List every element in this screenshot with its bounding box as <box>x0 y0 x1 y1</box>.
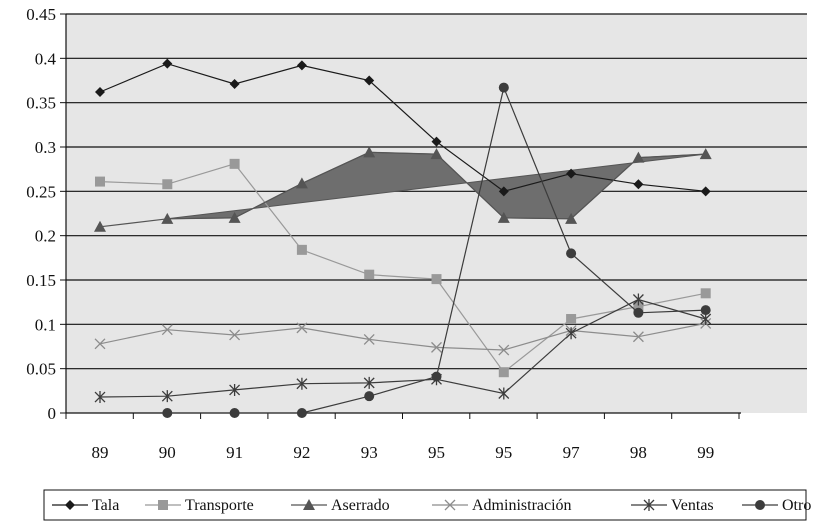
data-point-transporte <box>566 314 577 325</box>
series-line-tala <box>99 63 706 192</box>
x-tick-label: 93 <box>361 443 378 462</box>
data-point-ventas <box>632 293 644 306</box>
data-point-tala <box>431 136 442 147</box>
plot-area <box>66 14 807 413</box>
data-point-aserrado <box>565 212 578 224</box>
data-point-otro <box>700 305 711 316</box>
x-tick-label: 99 <box>697 443 714 462</box>
data-point-aserrado <box>363 146 376 158</box>
data-point-aserrado <box>632 151 645 163</box>
series-line-administracin <box>99 322 706 351</box>
data-point-transporte <box>95 176 105 187</box>
legend-label-aserrado: Aserrado <box>331 497 390 514</box>
legend-marker-transporte <box>158 500 168 510</box>
data-point-transporte <box>229 158 240 169</box>
data-point-tala <box>296 60 307 71</box>
data-point-ventas <box>363 376 375 389</box>
x-tick-label: 97 <box>563 443 581 462</box>
x-tick-label: 89 <box>92 443 109 462</box>
data-point-tala <box>364 75 375 86</box>
legend-label-transporte: Transporte <box>185 497 254 514</box>
data-point-tala <box>700 186 711 197</box>
data-point-transporte <box>498 367 509 378</box>
data-point-transporte <box>296 244 307 255</box>
data-point-transporte <box>700 288 711 299</box>
data-point-ventas <box>296 377 308 390</box>
data-point-aserrado <box>699 148 712 160</box>
y-tick-label: 0.25 <box>26 182 56 201</box>
y-tick-label: 0.3 <box>35 138 56 157</box>
data-point-transporte <box>633 301 644 312</box>
data-point-aserrado <box>228 211 241 223</box>
data-point-tala <box>162 58 173 69</box>
data-point-ventas <box>161 390 173 403</box>
data-point-otro <box>566 248 577 259</box>
legend-marker-tala <box>65 500 75 510</box>
data-point-ventas <box>94 391 106 404</box>
y-tick-label: 0.1 <box>35 315 56 334</box>
x-tick-label: 92 <box>293 443 310 462</box>
x-tick-label: 91 <box>226 443 243 462</box>
legend-marker-ventas <box>643 499 655 511</box>
legend-marker-administracin <box>444 499 456 511</box>
y-tick-label: 0.15 <box>26 271 56 290</box>
y-tick-label: 0.2 <box>35 227 56 246</box>
data-point-ventas <box>565 327 577 340</box>
legend-label-tala: Tala <box>92 497 119 514</box>
data-point-otro <box>296 408 307 418</box>
data-point-administracin <box>296 322 308 334</box>
legend-marker-aserrado <box>303 499 315 510</box>
data-point-tala <box>229 79 240 90</box>
data-point-administracin <box>498 344 510 356</box>
data-point-ventas <box>498 387 510 400</box>
data-point-aserrado <box>497 211 510 223</box>
data-point-aserrado <box>161 212 174 224</box>
y-tick-label: 0.45 <box>26 5 56 24</box>
data-point-administracin <box>229 329 241 341</box>
data-point-tala <box>633 179 644 190</box>
x-tick-label: 98 <box>630 443 647 462</box>
data-point-administracin <box>161 324 173 336</box>
x-tick-label: 95 <box>495 443 512 462</box>
data-point-administracin <box>363 333 375 345</box>
x-tick-label: 95 <box>428 443 445 462</box>
data-point-otro <box>364 391 375 402</box>
legend-marker-otro <box>755 500 765 510</box>
legend-label-otro: Otro <box>782 497 811 514</box>
y-tick-label: 0 <box>48 404 57 423</box>
data-point-otro <box>229 408 240 418</box>
legend-label-ventas: Ventas <box>671 497 714 514</box>
data-point-aserrado <box>94 220 106 232</box>
data-point-tala <box>95 87 105 98</box>
y-tick-label: 0.4 <box>35 49 57 68</box>
data-point-transporte <box>364 269 375 280</box>
data-point-administracin <box>94 338 106 350</box>
y-tick-label: 0.05 <box>26 360 56 379</box>
data-point-otro <box>431 371 442 382</box>
data-point-otro <box>162 408 173 418</box>
data-point-tala <box>566 168 577 179</box>
data-point-otro <box>633 307 644 318</box>
series-line-transporte <box>99 163 706 374</box>
data-point-aserrado <box>430 148 443 160</box>
data-point-otro <box>498 82 509 93</box>
data-point-transporte <box>431 274 442 285</box>
data-point-transporte <box>162 179 173 190</box>
data-point-administracin <box>431 341 442 353</box>
series-line-ventas <box>99 298 706 398</box>
series-line-aserrado <box>99 151 706 228</box>
y-tick-label: 0.35 <box>26 94 56 113</box>
data-point-administracin <box>632 331 644 343</box>
data-point-tala <box>498 186 509 197</box>
data-point-ventas <box>229 383 241 396</box>
x-tick-label: 90 <box>159 443 176 462</box>
legend-label-administracin: Administración <box>472 497 572 514</box>
data-point-aserrado <box>295 177 308 189</box>
